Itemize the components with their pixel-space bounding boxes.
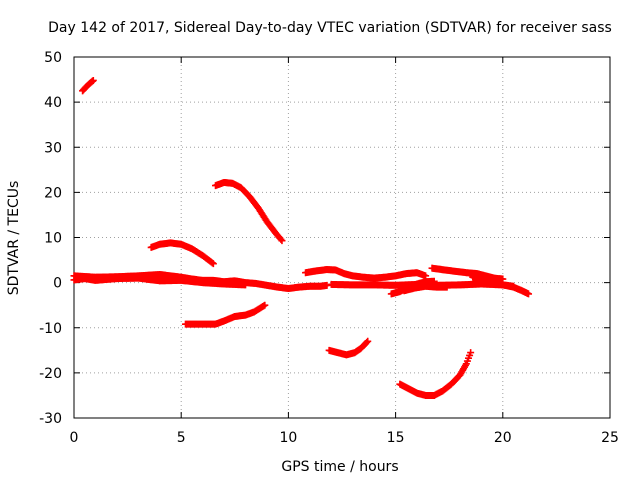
series-3	[70, 274, 250, 289]
series-10	[400, 282, 451, 295]
y-tick-label: -20	[39, 366, 62, 382]
data-point	[209, 260, 217, 268]
series-7	[302, 266, 430, 282]
data-point	[261, 301, 269, 309]
y-tick-label: 30	[44, 140, 62, 156]
x-tick-label: 10	[279, 430, 297, 446]
data-point	[422, 272, 430, 280]
data-points	[70, 76, 533, 399]
y-tick-labels: -30 -20 -10 0 10 20 30 40 50	[39, 50, 62, 427]
y-tick-label: 0	[53, 276, 62, 292]
x-tick-label: 5	[177, 430, 186, 446]
x-tick-label: 0	[70, 430, 79, 446]
x-tick-label: 25	[601, 430, 619, 446]
series-6	[181, 301, 269, 328]
data-point	[499, 275, 507, 283]
x-tick-labels: 0 5 10 15 20 25	[70, 430, 619, 446]
series-4	[147, 239, 217, 268]
y-tick-label: 50	[44, 50, 62, 66]
data-point	[277, 235, 285, 243]
series-14	[396, 349, 475, 399]
y-tick-label: 20	[44, 185, 62, 201]
y-tick-label: 10	[44, 231, 62, 247]
series-1	[79, 76, 97, 95]
chart-title: Day 142 of 2017, Sidereal Day-to-day VTE…	[48, 20, 612, 36]
data-point	[467, 349, 475, 357]
series-11	[428, 264, 507, 283]
y-tick-label: -10	[39, 321, 62, 337]
x-axis-label: GPS time / hours	[281, 459, 398, 475]
data-point	[208, 259, 216, 267]
y-tick-label: 40	[44, 95, 62, 111]
grid-lines	[74, 57, 610, 418]
x-tick-label: 15	[387, 430, 405, 446]
data-point	[364, 337, 372, 345]
series-5	[212, 178, 286, 245]
series-12	[469, 273, 533, 298]
y-tick-label: -30	[39, 411, 62, 427]
data-point	[443, 283, 451, 291]
data-point	[242, 281, 250, 289]
data-point	[89, 76, 97, 84]
data-point	[323, 281, 331, 289]
series-13	[325, 337, 372, 359]
x-tick-label: 20	[494, 430, 512, 446]
data-point	[278, 237, 286, 245]
tick-marks	[73, 56, 611, 419]
data-point	[525, 290, 533, 298]
y-axis-label: SDTVAR / TECUs	[6, 181, 22, 296]
data-point	[363, 338, 371, 346]
